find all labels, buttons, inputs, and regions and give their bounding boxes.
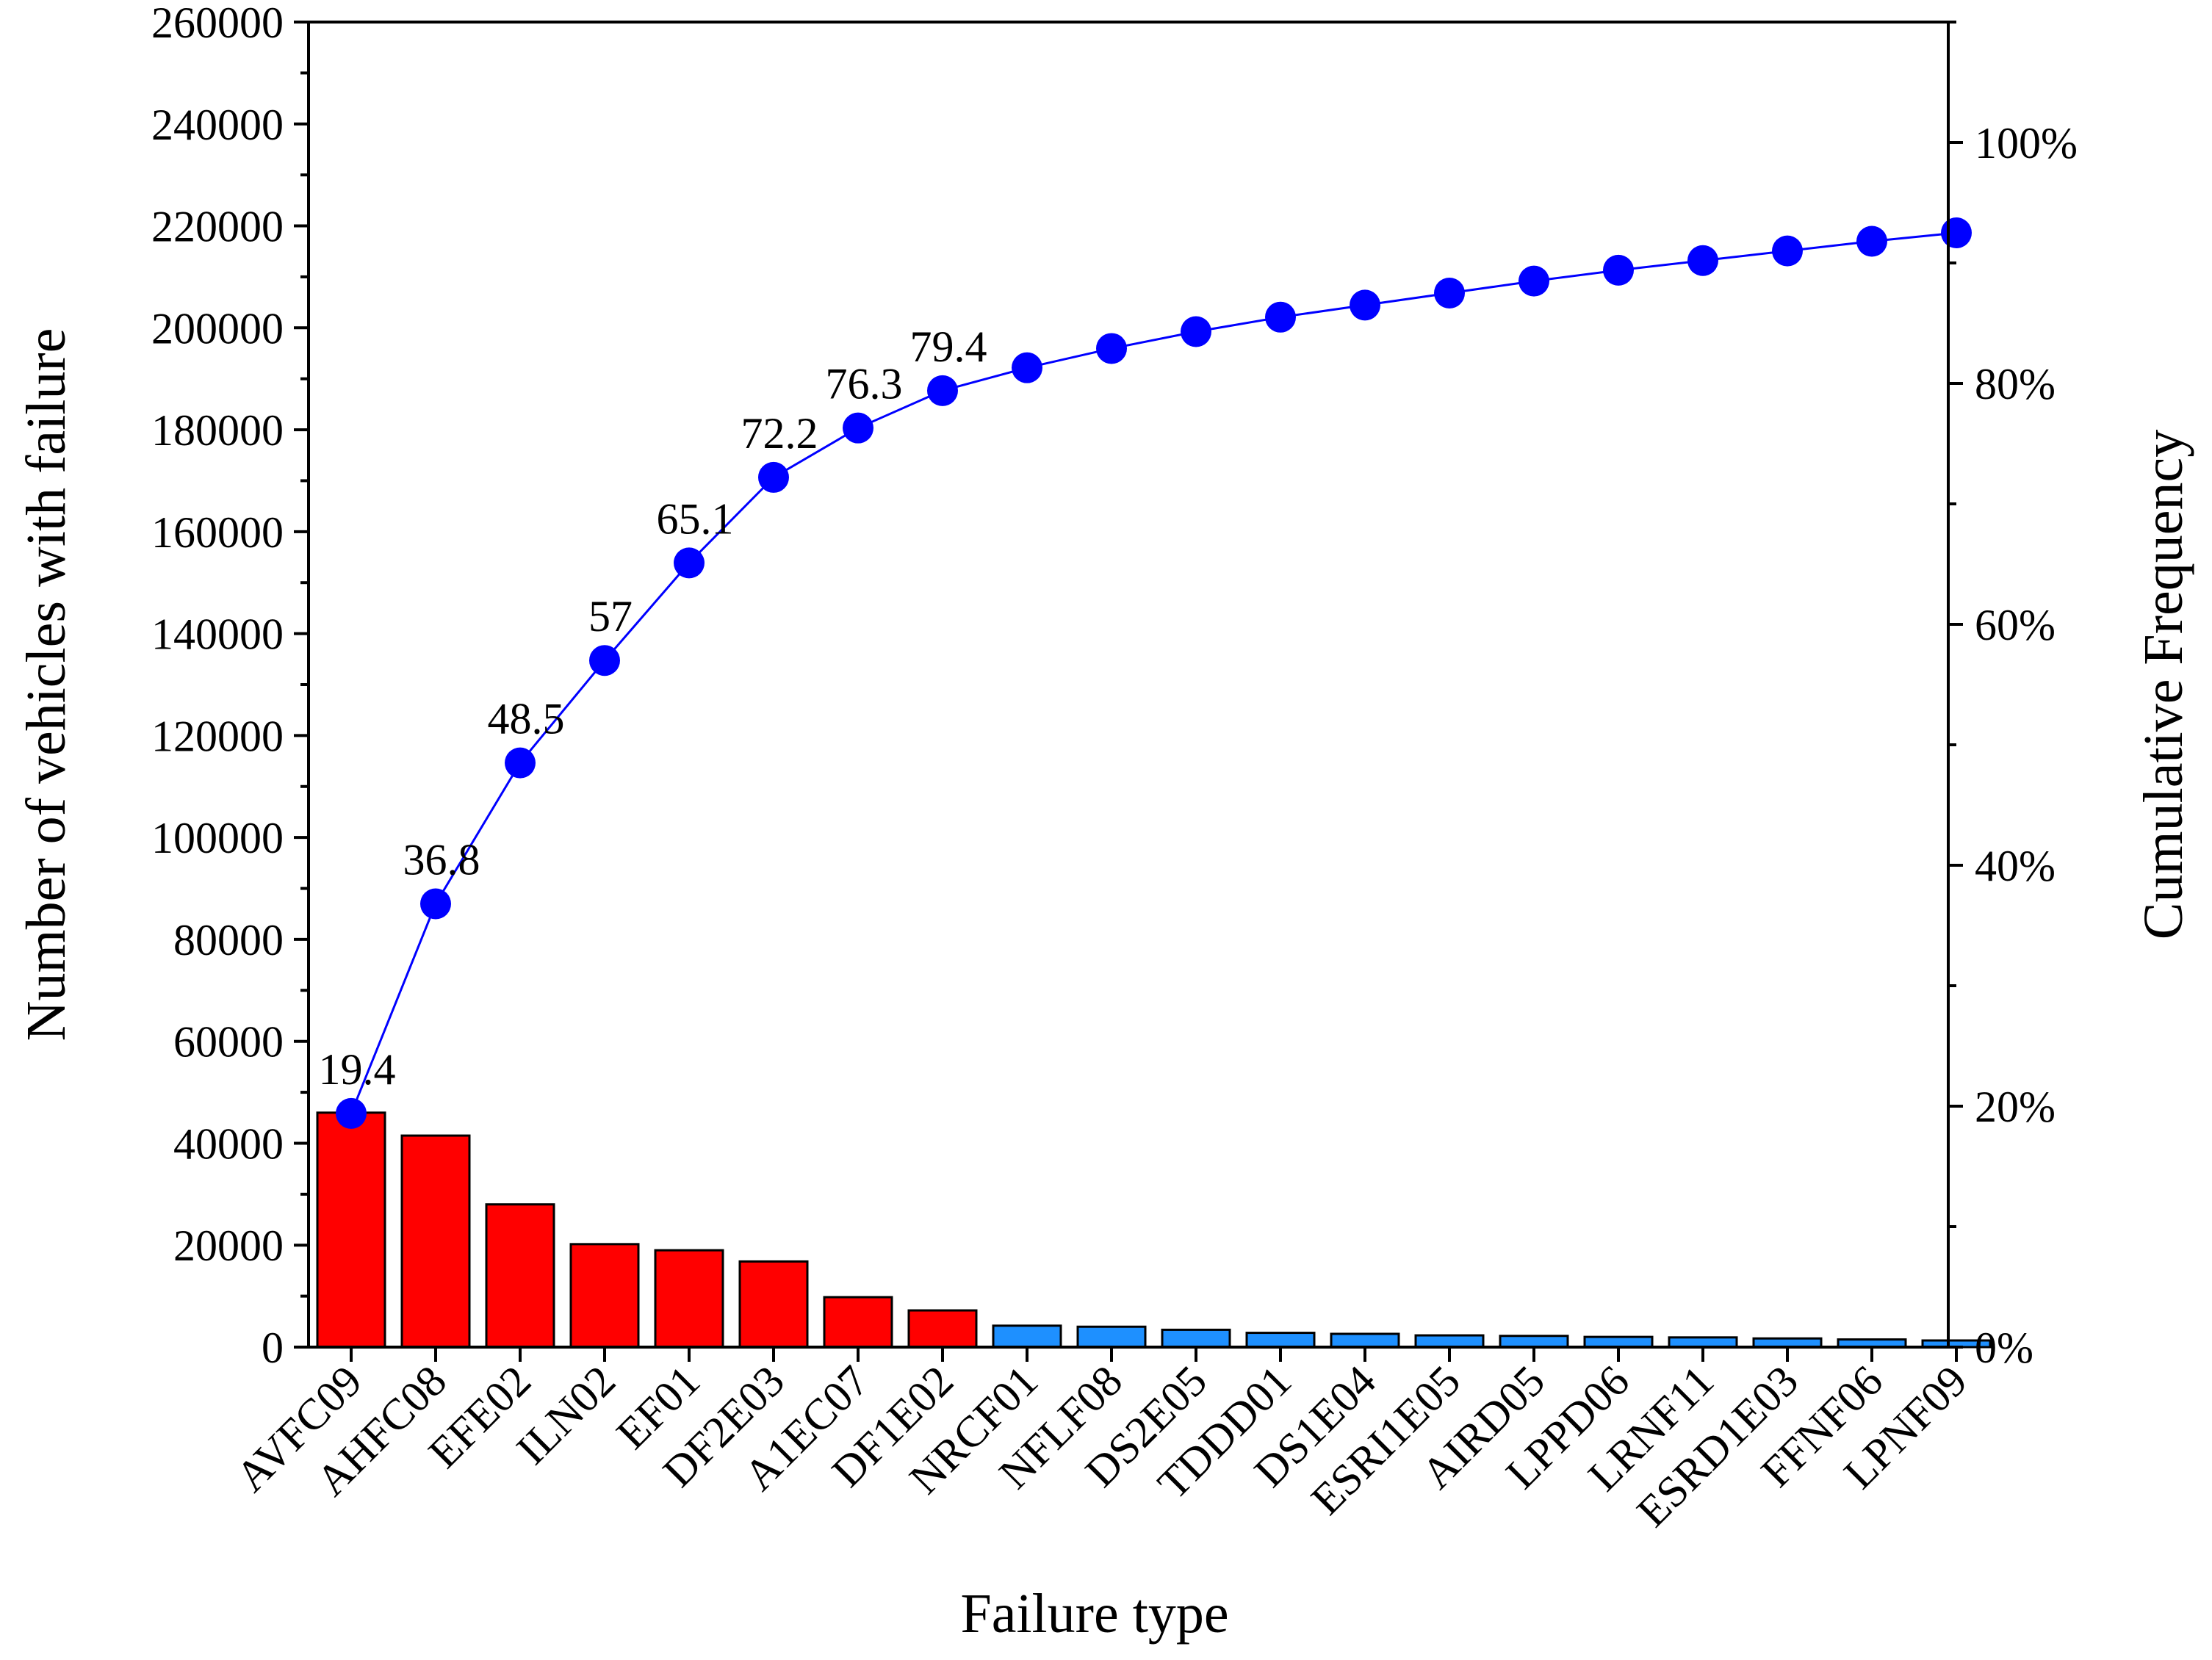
cumulative-line (350, 231, 1957, 1114)
bar-aird05 (1499, 1335, 1569, 1349)
bar-efe02 (485, 1203, 555, 1349)
y2-tick-label: 100% (1975, 119, 2078, 167)
bar-ahfc08 (400, 1134, 471, 1349)
cumulative-point (1181, 316, 1211, 347)
y-tick-label: 60000 (173, 1018, 284, 1067)
bar-tddd01 (1245, 1332, 1316, 1349)
bar-nflf08 (1076, 1325, 1147, 1349)
right-axis-ticks: 0% 20% 40% 60% 80% 100% (1948, 21, 2078, 1372)
cumulative-data-label: 19.4 (319, 1045, 396, 1094)
bar-ef01 (654, 1249, 724, 1349)
bar-esri1e05 (1414, 1334, 1485, 1349)
y-tick-label: 200000 (151, 304, 284, 353)
y-tick-label: 220000 (151, 203, 284, 251)
bars-layer (316, 1111, 1992, 1349)
y-tick-label: 0 (262, 1324, 284, 1372)
y2-tick-label: 20% (1975, 1083, 2056, 1131)
y-tick-label: 160000 (151, 508, 284, 557)
cumulative-point (1434, 278, 1465, 308)
y2-tick-label: 80% (1975, 360, 2056, 408)
cumulative-data-label: 72.2 (741, 409, 818, 458)
cumulative-point (1687, 245, 1718, 276)
plot-frame (307, 21, 1950, 1349)
cumulative-point (1012, 352, 1042, 383)
x-axis-ticks: AVFC09AHFC08EFE02ILN02EF01DF2E03A1EC07DF… (226, 1347, 1976, 1536)
cumulative-point (420, 888, 451, 920)
y-tick-label: 100000 (151, 814, 284, 862)
cumulative-data-label: 76.3 (826, 360, 903, 408)
y2-axis-title: Cumulative Frequency (2133, 430, 2194, 939)
bar-a1ec07 (823, 1296, 893, 1349)
left-axis-ticks: 0 20000 40000 60000 80000 100000 120000 140000 1… (151, 0, 309, 1372)
y-tick-label: 40000 (173, 1119, 284, 1168)
cumulative-point (1603, 254, 1634, 286)
y-tick-label: 260000 (151, 0, 284, 47)
cumulative-point (843, 412, 873, 444)
y-tick-label: 180000 (151, 406, 284, 455)
y2-tick-label: 60% (1975, 601, 2056, 649)
cumulative-point (1350, 289, 1380, 321)
bar-ds2e05 (1161, 1328, 1231, 1349)
cumulative-data-label: 36.8 (403, 835, 480, 884)
cumulative-data-label: 48.5 (488, 695, 565, 743)
cumulative-point (589, 645, 620, 676)
y-tick-label: 20000 (173, 1221, 284, 1270)
cumulative-point (1096, 333, 1127, 364)
bar-lppd06 (1583, 1335, 1654, 1349)
axes-layer (307, 21, 1950, 1349)
cumulative-point (927, 375, 958, 406)
cumulative-point (1519, 265, 1549, 297)
cumulative-point (1265, 301, 1296, 333)
cumulative-data-label: 65.1 (657, 494, 734, 543)
y-tick-label: 80000 (173, 916, 284, 964)
bar-iln02 (569, 1243, 640, 1349)
cumulative-point (758, 461, 789, 493)
x-axis-title: Failure type (960, 1583, 1228, 1645)
cumulative-line-layer: 19.4 36.8 48.5 57 65.172.276.379.4 (319, 217, 1972, 1129)
bar-nrcf01 (992, 1324, 1062, 1349)
y-tick-label: 240000 (151, 101, 284, 149)
y2-tick-label: 40% (1975, 842, 2056, 890)
cumulative-data-label: 57 (588, 592, 633, 640)
bar-avfc09 (316, 1111, 386, 1349)
cumulative-point (1941, 217, 1972, 248)
y-tick-label: 140000 (151, 610, 284, 659)
cumulative-point (336, 1097, 367, 1129)
cumulative-data-label: 79.4 (910, 322, 987, 371)
cumulative-point (674, 547, 705, 579)
y-axis-title: Number of vehicles with failure (15, 328, 77, 1042)
cumulative-point (1856, 225, 1887, 257)
cumulative-point (1772, 235, 1803, 267)
cumulative-point (505, 747, 536, 779)
x-tick-label: ILN02 (507, 1357, 624, 1474)
bar-ds1e04 (1330, 1332, 1400, 1349)
y-tick-label: 120000 (151, 712, 284, 760)
y2-tick-label: 0% (1975, 1324, 2033, 1372)
bar-df2e03 (738, 1260, 809, 1349)
bar-df1e02 (907, 1309, 978, 1349)
